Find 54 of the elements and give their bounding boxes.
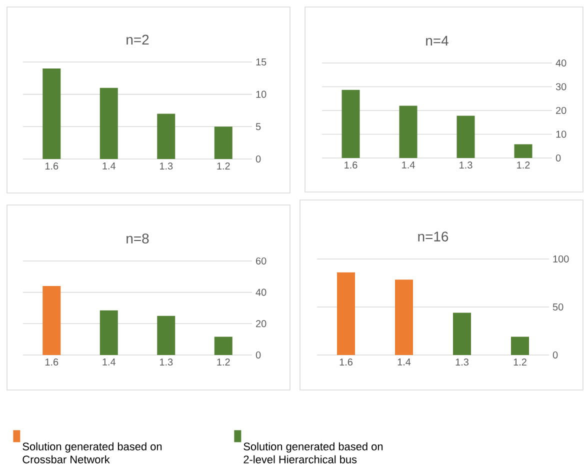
y-tick-label: 50 bbox=[552, 303, 564, 311]
legend-label: Solution generated based on 2-level Hierarchical bus bbox=[244, 442, 383, 464]
bar bbox=[337, 272, 356, 355]
x-tick-label: 1.4 bbox=[102, 162, 116, 170]
x-tick-label: 1.3 bbox=[160, 162, 173, 170]
bar bbox=[214, 126, 232, 159]
x-tick-label: 1.6 bbox=[340, 358, 352, 366]
y-tick-label: 0 bbox=[552, 351, 558, 359]
chart-title: n=8 bbox=[126, 234, 149, 244]
x-tick-label: 1.3 bbox=[460, 162, 472, 169]
x-tick-label: 1.6 bbox=[344, 162, 358, 169]
x-tick-label: 1.2 bbox=[217, 358, 230, 366]
y-tick-label: 40 bbox=[556, 59, 566, 67]
bar bbox=[342, 90, 360, 158]
chart-title: n=4 bbox=[426, 36, 448, 46]
x-tick-label: 1.2 bbox=[514, 358, 526, 366]
y-tick-label: 10 bbox=[556, 130, 566, 138]
y-tick-label: 30 bbox=[556, 83, 566, 90]
x-tick-label: 1.3 bbox=[160, 358, 173, 366]
chart-title: n=2 bbox=[126, 34, 149, 44]
legend-label: Solution generated based on Crossbar Network bbox=[22, 442, 162, 464]
bar bbox=[514, 144, 532, 158]
y-tick-label: 10 bbox=[256, 90, 266, 98]
bar bbox=[214, 336, 232, 355]
x-tick-label: 1.4 bbox=[398, 358, 411, 366]
bar bbox=[456, 116, 475, 158]
y-tick-label: 20 bbox=[556, 106, 566, 114]
x-tick-label: 1.2 bbox=[217, 162, 230, 170]
x-tick-label: 1.6 bbox=[45, 162, 58, 170]
y-tick-label: 0 bbox=[256, 155, 261, 163]
y-tick-label: 15 bbox=[256, 58, 266, 66]
bar bbox=[453, 312, 472, 355]
bar bbox=[100, 310, 118, 355]
y-tick-label: 20 bbox=[256, 320, 266, 328]
x-tick-label: 1.6 bbox=[45, 358, 58, 366]
bar bbox=[511, 336, 529, 355]
bar bbox=[42, 68, 61, 159]
y-tick-label: 0 bbox=[256, 351, 261, 359]
bar bbox=[100, 88, 118, 159]
x-tick-label: 1.2 bbox=[517, 162, 530, 168]
bar bbox=[157, 316, 176, 355]
y-tick-label: 60 bbox=[256, 257, 266, 265]
x-tick-label: 1.4 bbox=[102, 358, 116, 366]
bar bbox=[399, 106, 418, 158]
y-tick-label: 40 bbox=[256, 288, 266, 296]
x-tick-label: 1.4 bbox=[402, 162, 415, 168]
chart-title: n=16 bbox=[418, 232, 448, 242]
bar bbox=[395, 280, 414, 355]
y-tick-label: 0 bbox=[556, 154, 561, 162]
y-tick-label: 100 bbox=[553, 255, 569, 263]
bar bbox=[157, 114, 176, 159]
x-tick-label: 1.3 bbox=[456, 358, 468, 366]
bar bbox=[42, 286, 61, 355]
y-tick-label: 5 bbox=[256, 123, 261, 130]
